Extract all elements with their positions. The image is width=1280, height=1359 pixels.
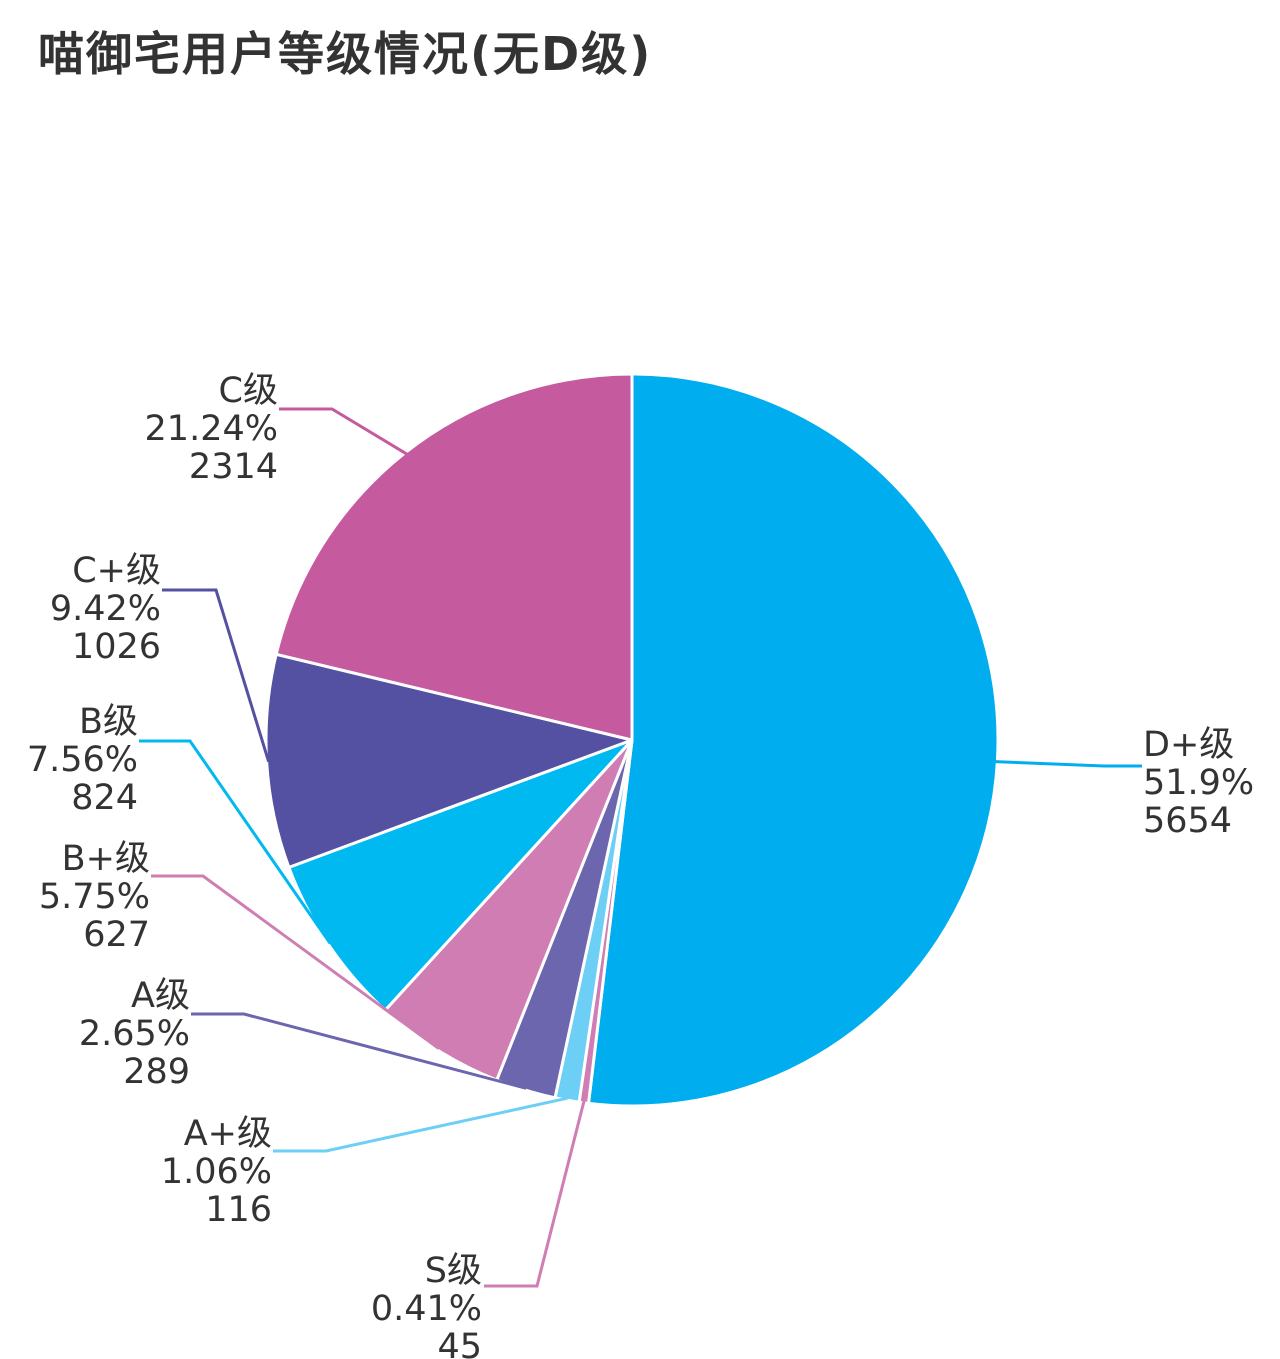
slice-label-name-6: C+级	[72, 551, 161, 591]
slice-label-value-4: 627	[83, 915, 150, 955]
slice-label-percent-4: 5.75%	[39, 877, 150, 917]
slice-label-percent-2: 1.06%	[161, 1152, 272, 1192]
slice-label-name-3: A级	[131, 976, 190, 1016]
pie-slice-6	[264, 652, 634, 869]
leader-line-3	[191, 1012, 527, 1090]
slice-label-value-6: 1026	[72, 627, 161, 667]
leader-line-4	[151, 874, 440, 1050]
slice-label-percent-3: 2.65%	[79, 1014, 190, 1054]
leader-line-6	[162, 588, 271, 763]
slice-label-value-0: 5654	[1143, 801, 1232, 841]
leader-line-7	[279, 407, 408, 456]
slice-label-value-7: 2314	[189, 447, 278, 487]
pie-slices	[264, 372, 1000, 1108]
leader-lines	[139, 407, 1142, 1288]
slice-labels: D+级51.9%5654S级0.41%45A+级1.06%116A级2.65%2…	[27, 371, 1254, 1359]
slice-label-name-4: B+级	[62, 839, 150, 879]
slice-label-percent-6: 9.42%	[50, 589, 161, 629]
slice-label-name-5: B级	[79, 702, 138, 742]
slice-label-value-1: 45	[437, 1327, 482, 1359]
leader-line-5	[139, 739, 332, 945]
slice-label-percent-0: 51.9%	[1143, 763, 1254, 803]
leader-line-2	[273, 1096, 568, 1153]
leader-line-1	[484, 1100, 586, 1288]
slice-label-name-7: C级	[219, 371, 278, 411]
chart-title: 喵御宅用户等级情况(无D级)	[38, 27, 653, 81]
slice-label-value-3: 289	[123, 1052, 190, 1092]
slice-label-name-1: S级	[425, 1251, 482, 1291]
slice-label-name-0: D+级	[1143, 725, 1234, 765]
slice-label-value-5: 824	[71, 778, 138, 818]
slice-label-percent-1: 0.41%	[371, 1289, 482, 1329]
pie-slice-0	[587, 372, 1000, 1108]
slice-label-name-2: A+级	[184, 1114, 272, 1154]
slice-label-value-2: 116	[205, 1190, 272, 1230]
leader-line-0	[995, 760, 1142, 768]
slice-label-percent-7: 21.24%	[145, 409, 278, 449]
slice-label-percent-5: 7.56%	[27, 740, 138, 780]
